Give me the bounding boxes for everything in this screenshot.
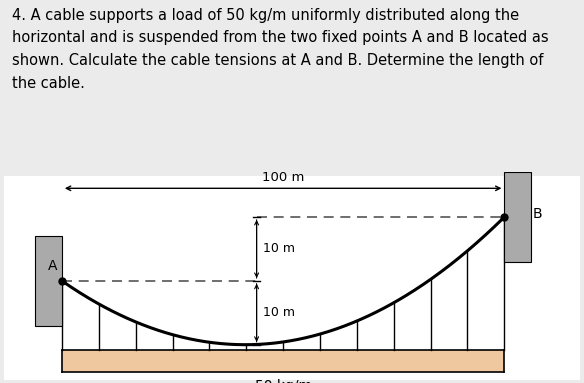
Text: 100 m: 100 m xyxy=(262,172,304,185)
Text: 4. A cable supports a load of 50 kg/m uniformly distributed along the
horizontal: 4. A cable supports a load of 50 kg/m un… xyxy=(12,8,548,91)
Bar xyxy=(36,236,62,326)
Bar xyxy=(505,172,531,262)
Bar xyxy=(62,350,505,372)
Text: A: A xyxy=(48,259,57,273)
Text: 50 kg/m: 50 kg/m xyxy=(255,378,312,383)
Text: 10 m: 10 m xyxy=(263,306,296,319)
Text: 10 m: 10 m xyxy=(263,242,296,255)
Text: B: B xyxy=(533,207,543,221)
